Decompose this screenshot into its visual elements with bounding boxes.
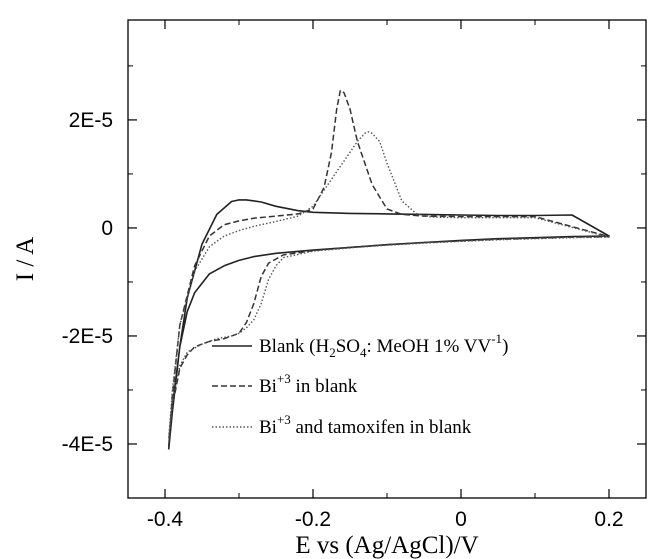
legend-text-part: ): [502, 336, 508, 357]
y-axis-title: I / A: [12, 237, 39, 281]
axis-ticks: [128, 20, 646, 499]
legend-text-part: +3: [277, 371, 291, 386]
series-line-3: [168, 131, 610, 439]
legend-text-part: and tamoxifen in blank: [291, 417, 472, 438]
legend-text-part: -1: [491, 331, 502, 346]
series-line-1: [167, 199, 610, 450]
x-tick-label: -0.2: [295, 508, 331, 531]
legend: Blank (H2SO4: MeOH 1% VV-1)Bi+3 in blank…: [212, 331, 508, 438]
legend-label-2: Bi+3 in blank: [259, 371, 358, 397]
y-tick-label: 2E-5: [69, 109, 113, 132]
legend-text-part: Blank (H: [259, 336, 329, 357]
series-line-2: [167, 89, 610, 447]
legend-text-part: Bi: [259, 417, 277, 438]
x-tick-label: 0.2: [594, 508, 623, 531]
legend-text-part: in blank: [291, 376, 358, 397]
y-tick-label: -2E-5: [62, 325, 113, 348]
legend-text-part: Bi: [259, 376, 277, 397]
legend-text-part: 4: [360, 345, 367, 360]
legend-text-part: +3: [277, 412, 291, 427]
legend-label-1: Blank (H2SO4: MeOH 1% VV-1): [259, 331, 508, 360]
legend-text-part: 2: [329, 345, 336, 360]
legend-text-part: SO: [336, 336, 360, 357]
legend-label-3: Bi+3 and tamoxifen in blank: [259, 412, 472, 438]
x-tick-label: -0.4: [147, 508, 184, 531]
x-tick-label: 0: [455, 508, 467, 531]
x-axis-title: E vs (Ag/AgCl)/V: [295, 532, 478, 559]
y-tick-label: 0: [101, 217, 113, 240]
tick-labels: -0.4 -0.2 0 0.2 -4E-5 -2E-5 0 2E-5: [62, 109, 624, 531]
y-tick-label: -4E-5: [62, 433, 113, 456]
legend-text-part: : MeOH 1% VV: [366, 336, 491, 357]
series-layer: [167, 89, 610, 450]
